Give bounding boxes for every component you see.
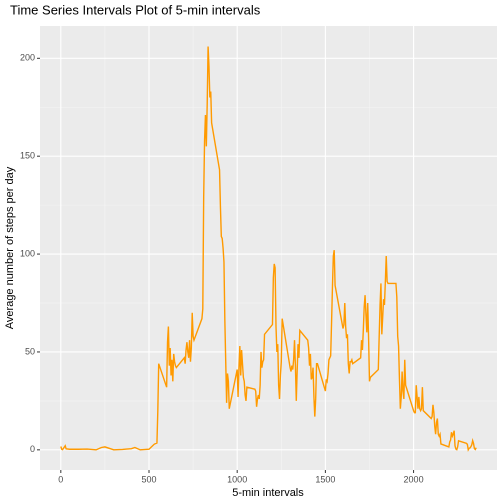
y-tick-label: 150 — [20, 151, 35, 161]
x-tick-label: 2000 — [404, 474, 424, 484]
y-tick-label: 50 — [25, 346, 35, 356]
y-tick-label: 200 — [20, 53, 35, 63]
x-tick-label: 500 — [141, 474, 156, 484]
data-line — [60, 46, 477, 452]
x-tick-label: 1500 — [315, 474, 335, 484]
chart-title: Time Series Intervals Plot of 5-min inte… — [10, 2, 261, 17]
y-tick-label: 100 — [20, 248, 35, 258]
panel — [40, 26, 497, 470]
x-tick-label: 0 — [58, 474, 63, 484]
x-axis-label: 5-min intervals — [232, 487, 304, 499]
x-tick-label: 1000 — [227, 474, 247, 484]
y-axis-label: Average number of steps per day — [4, 166, 16, 329]
y-tick-label: 0 — [30, 444, 35, 454]
